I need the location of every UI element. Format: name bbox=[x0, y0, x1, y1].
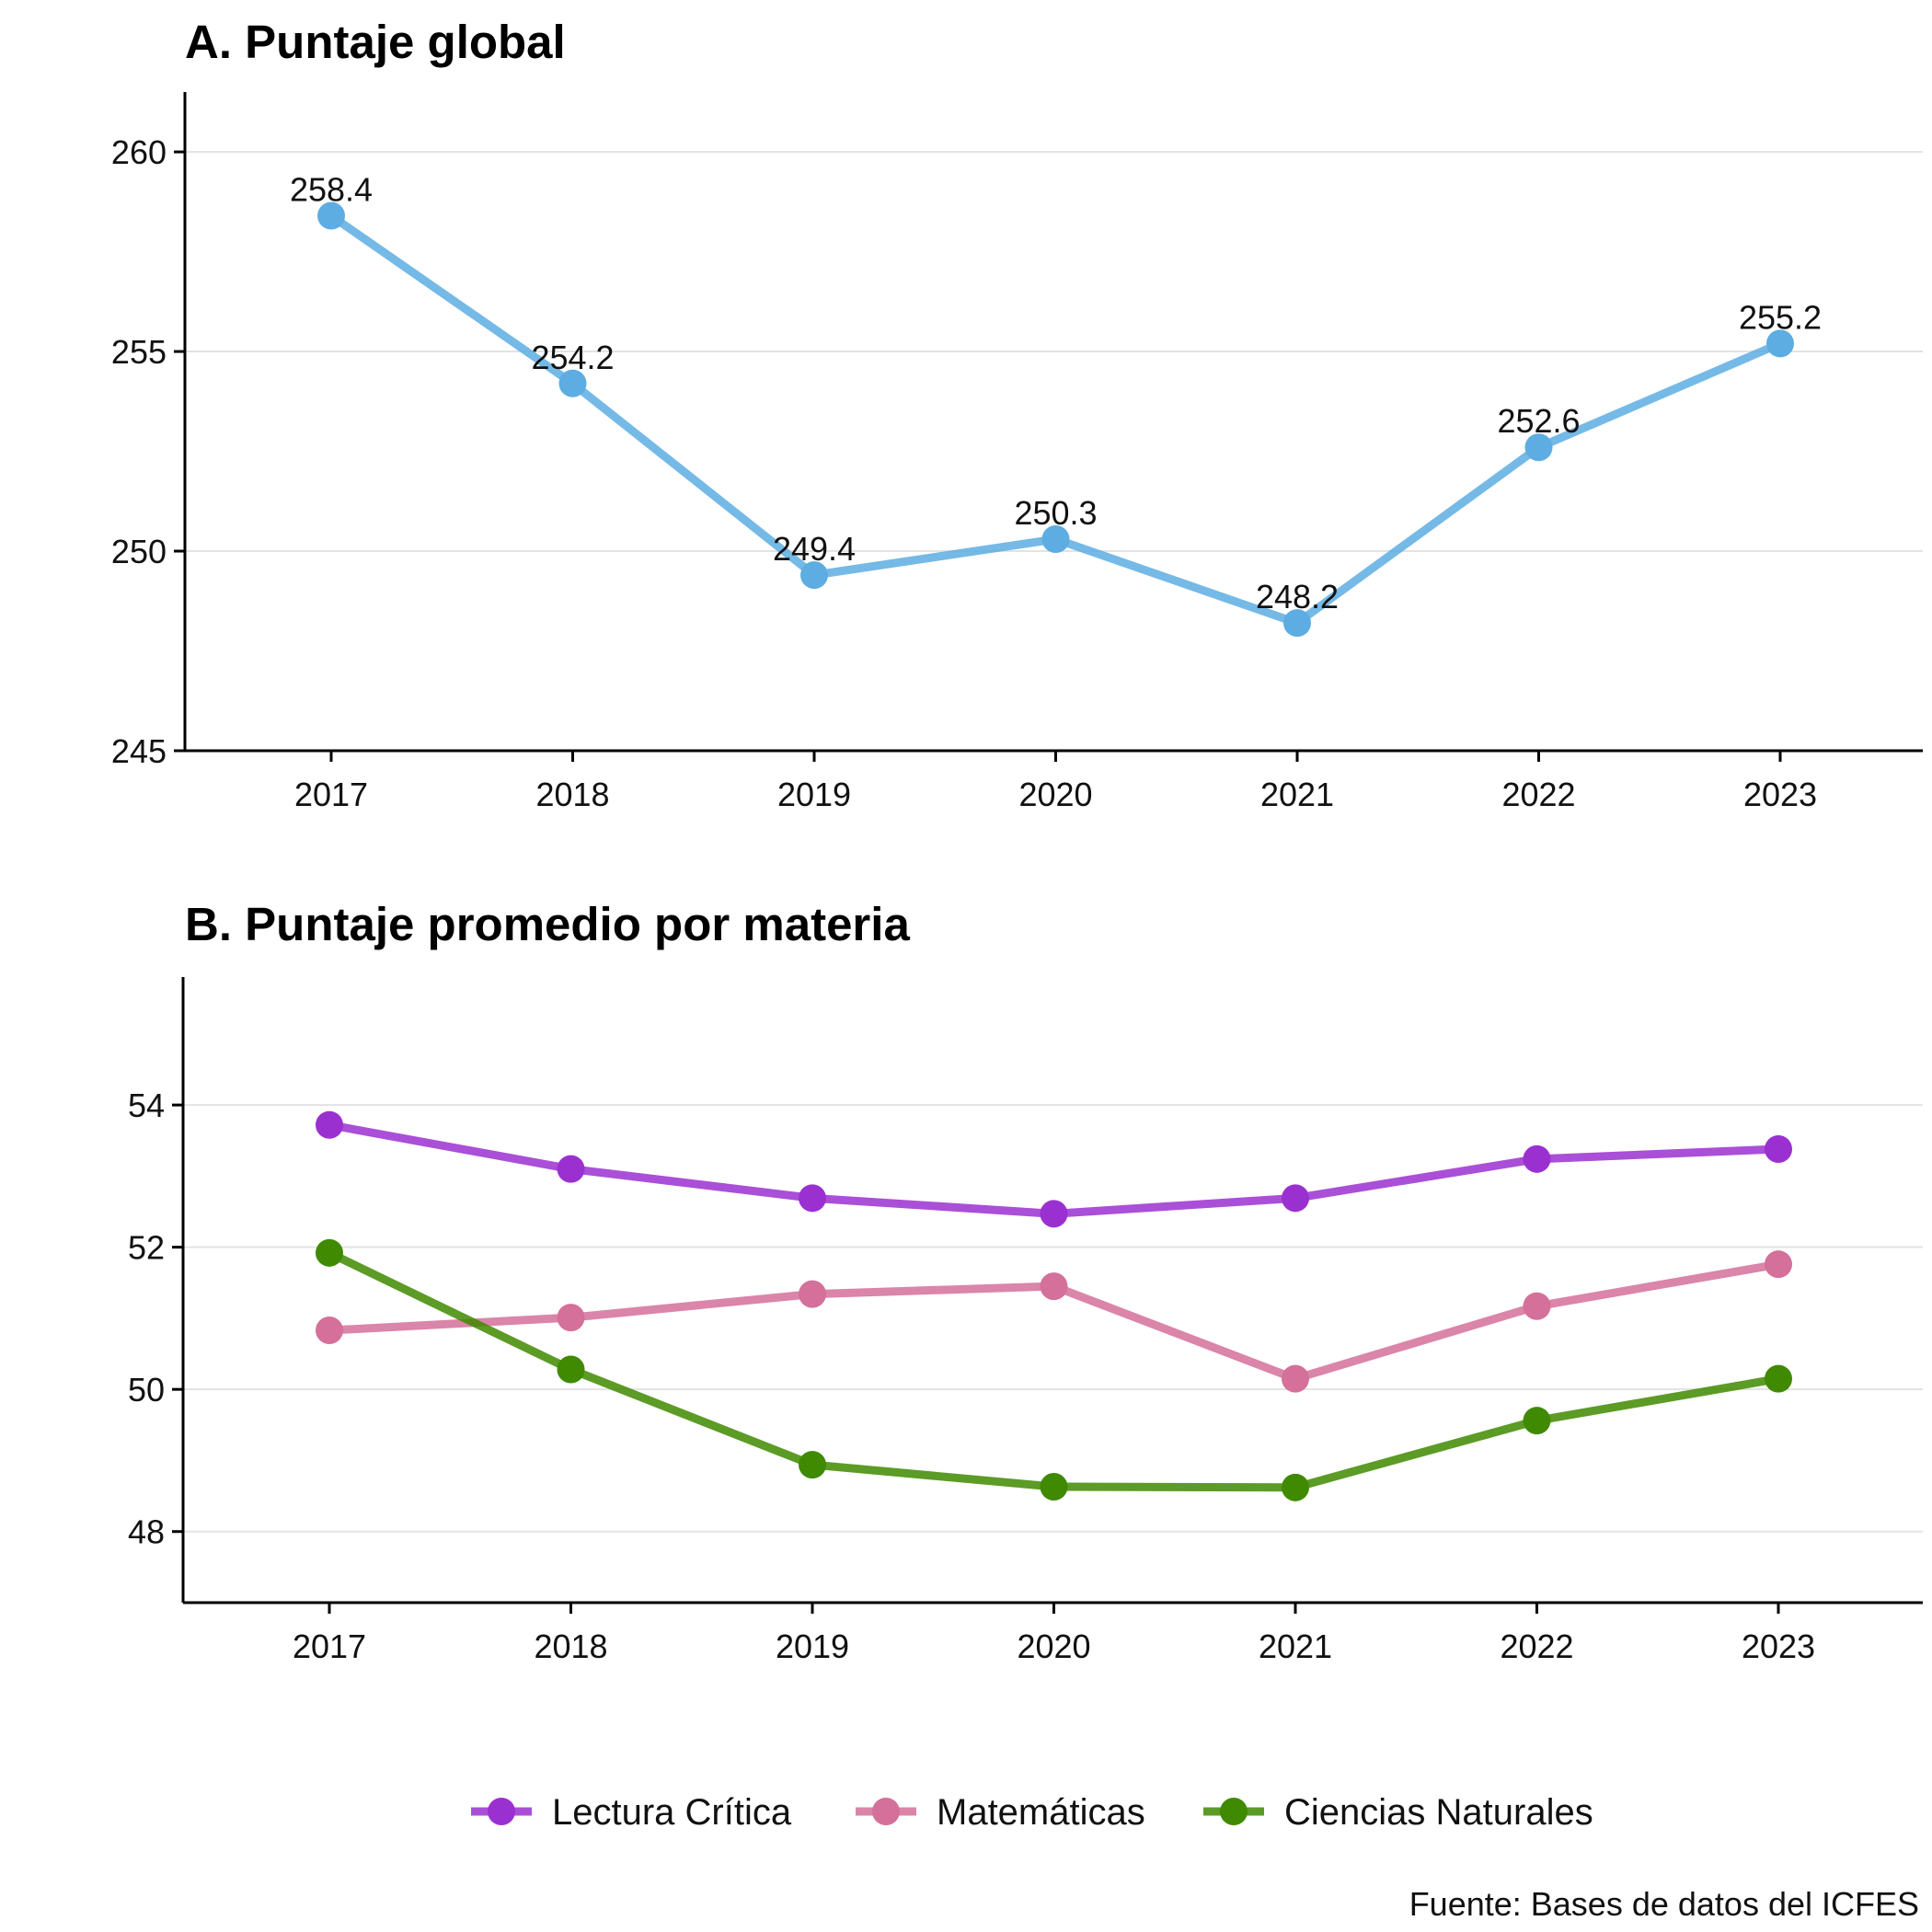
x-tick-label: 2020 bbox=[1017, 1627, 1090, 1665]
data-point bbox=[1282, 1184, 1309, 1213]
x-tick-label: 2021 bbox=[1259, 1627, 1332, 1665]
data-point bbox=[1765, 1135, 1792, 1163]
panel-a-title: A. Puntaje global bbox=[185, 16, 566, 68]
data-label: 254.2 bbox=[531, 339, 614, 376]
panel-b-title: B. Puntaje promedio por materia bbox=[185, 898, 910, 950]
x-tick-label: 2023 bbox=[1743, 776, 1817, 813]
data-point bbox=[317, 201, 345, 230]
legend-label: Lectura Crítica bbox=[552, 1792, 792, 1833]
data-point bbox=[1765, 1250, 1792, 1279]
panel-a-global-score: A. Puntaje global 245 250 255 260 2017 2018 20… bbox=[111, 16, 1923, 813]
panel-b-subject-scores: B. Puntaje promedio por materia 48 50 52 54… bbox=[128, 898, 1923, 1665]
x-tick-label: 2020 bbox=[1018, 776, 1092, 813]
data-point bbox=[1765, 1364, 1792, 1393]
data-point bbox=[1040, 1200, 1068, 1228]
data-point bbox=[1523, 1292, 1551, 1320]
legend-label: Matemáticas bbox=[937, 1792, 1145, 1833]
data-label: 255.2 bbox=[1739, 298, 1822, 336]
source-caption: Fuente: Bases de datos del ICFES bbox=[1409, 1885, 1919, 1923]
data-point bbox=[1282, 1473, 1309, 1501]
data-point bbox=[1523, 1407, 1551, 1435]
data-point bbox=[1040, 1473, 1068, 1501]
data-point bbox=[1524, 433, 1553, 462]
data-point bbox=[1523, 1144, 1551, 1173]
data-point bbox=[557, 1155, 585, 1183]
y-tick-label: 245 bbox=[111, 732, 167, 770]
data-point bbox=[799, 1451, 826, 1479]
data-point bbox=[799, 1184, 826, 1213]
data-point bbox=[316, 1238, 343, 1267]
y-tick-label: 52 bbox=[128, 1229, 165, 1267]
data-point bbox=[1040, 1272, 1068, 1301]
legend-swatch-point bbox=[872, 1798, 900, 1825]
legend-swatch-point bbox=[488, 1798, 515, 1825]
legend-swatch-point bbox=[1220, 1798, 1248, 1825]
x-tick-label: 2017 bbox=[294, 776, 368, 813]
y-tick-label: 260 bbox=[111, 133, 167, 171]
data-point bbox=[1766, 329, 1794, 358]
y-tick-label: 54 bbox=[128, 1087, 165, 1124]
data-label: 252.6 bbox=[1497, 402, 1580, 440]
x-tick-label: 2018 bbox=[535, 776, 609, 813]
y-tick-label: 250 bbox=[111, 533, 167, 570]
legend-label: Ciencias Naturales bbox=[1284, 1792, 1593, 1833]
data-point bbox=[557, 1355, 585, 1384]
data-point bbox=[316, 1317, 343, 1345]
x-tick-label: 2023 bbox=[1742, 1627, 1815, 1665]
data-point bbox=[1283, 609, 1311, 638]
data-label: 250.3 bbox=[1014, 494, 1097, 532]
data-label: 248.2 bbox=[1256, 578, 1339, 615]
x-tick-label: 2019 bbox=[776, 1627, 849, 1665]
legend: Lectura Crítica Matemáticas Ciencias Natur… bbox=[471, 1792, 1593, 1833]
data-point bbox=[800, 561, 828, 590]
x-tick-label: 2017 bbox=[293, 1627, 366, 1665]
data-label: 249.4 bbox=[773, 530, 856, 568]
data-point bbox=[558, 369, 587, 397]
x-tick-label: 2018 bbox=[534, 1627, 607, 1665]
data-point bbox=[1041, 525, 1070, 554]
data-point bbox=[557, 1304, 585, 1332]
x-tick-label: 2022 bbox=[1500, 1627, 1573, 1665]
x-tick-label: 2019 bbox=[777, 776, 851, 813]
data-point bbox=[799, 1280, 826, 1308]
y-tick-label: 48 bbox=[128, 1513, 165, 1551]
y-tick-label: 50 bbox=[128, 1371, 165, 1409]
data-point bbox=[316, 1110, 343, 1139]
x-tick-label: 2022 bbox=[1501, 776, 1575, 813]
data-point bbox=[1282, 1364, 1309, 1393]
y-tick-label: 255 bbox=[111, 333, 167, 371]
data-label: 258.4 bbox=[290, 171, 373, 209]
x-tick-label: 2021 bbox=[1260, 776, 1334, 813]
